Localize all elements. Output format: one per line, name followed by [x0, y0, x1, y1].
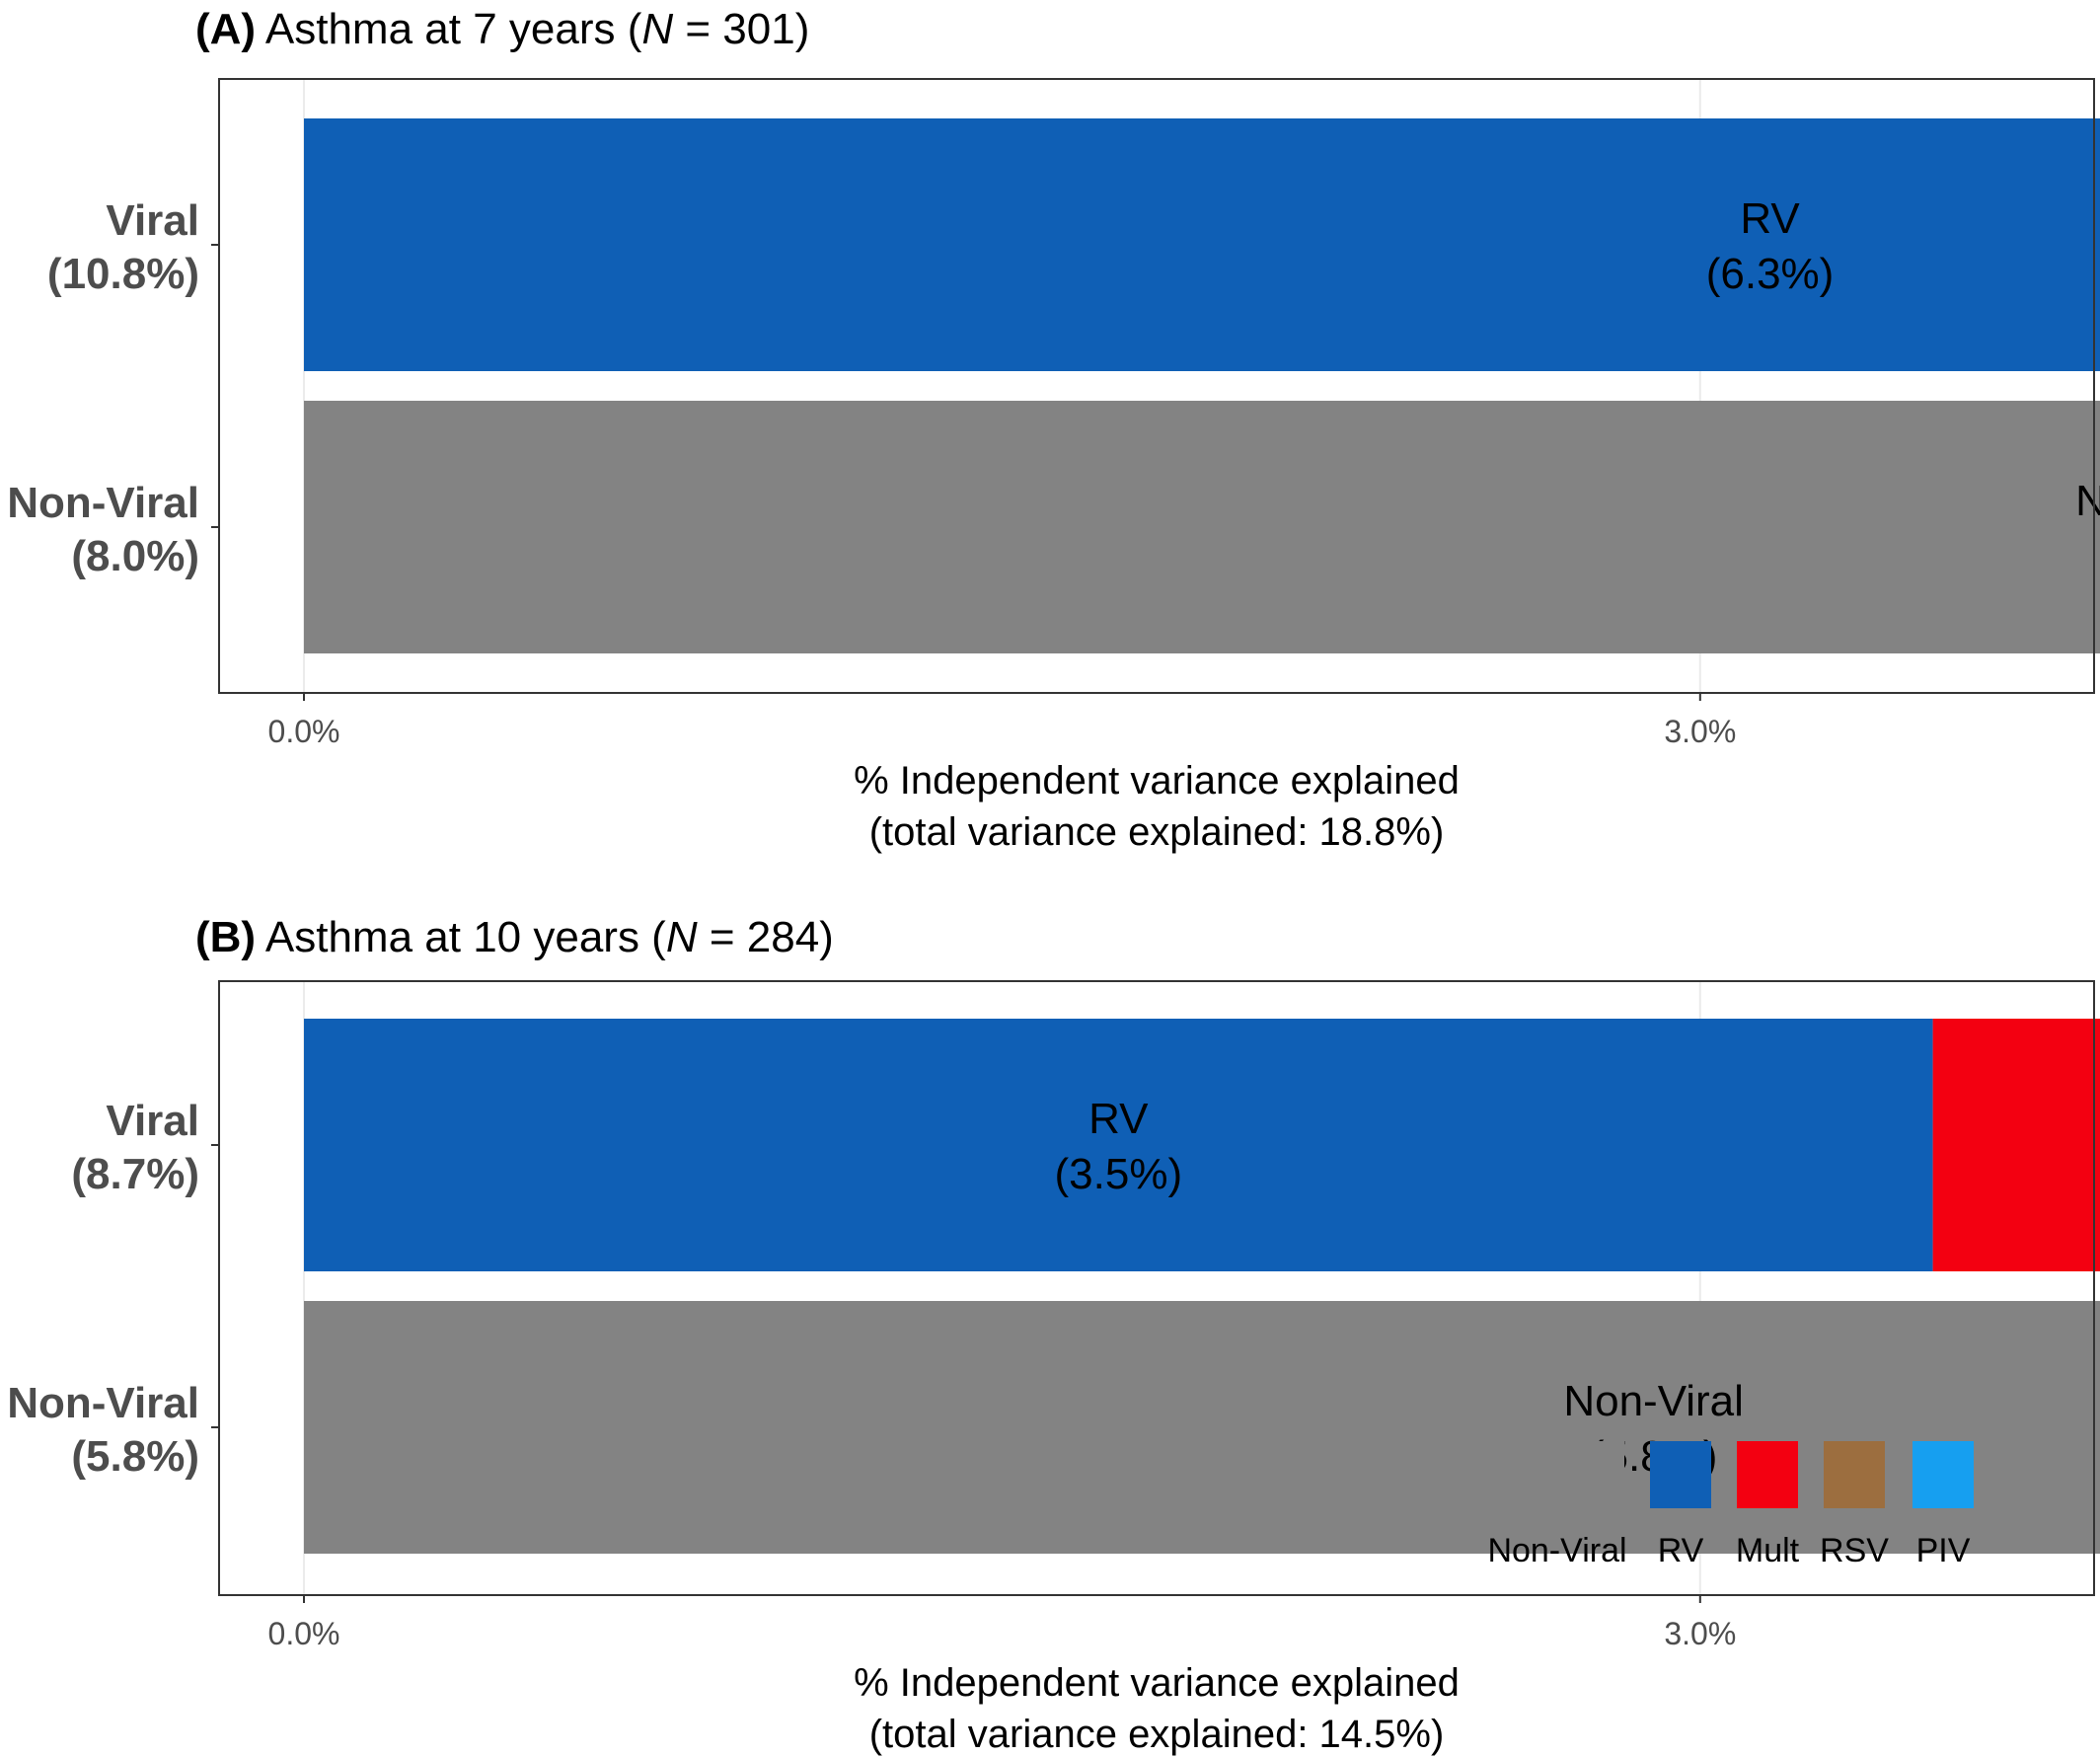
- x-axis-title: % Independent variance explained: [854, 1661, 1460, 1705]
- legend-swatch-piv: [1912, 1441, 1974, 1508]
- title-space: [256, 913, 265, 961]
- panel-label: (A): [195, 5, 256, 53]
- x-tick-label: 0.0%: [268, 1616, 340, 1651]
- title-main: Asthma at 7 years (: [265, 5, 642, 53]
- title-n: N: [666, 913, 698, 961]
- x-axis-title: % Independent variance explained: [854, 759, 1460, 802]
- bar-label: Non-Viral: [2075, 477, 2100, 525]
- panel-title: (A) Asthma at 7 years (N = 301): [195, 5, 809, 53]
- bar-value-label: (6.3%): [1706, 250, 1835, 298]
- x-tick-label: 3.0%: [1664, 1616, 1736, 1651]
- legend-label: RSV: [1820, 1532, 1889, 1569]
- legend-label: RV: [1658, 1532, 1704, 1569]
- legend-label: Mult: [1736, 1532, 1800, 1569]
- bar-label: RV: [1740, 194, 1800, 243]
- bar-rv-viral: [304, 118, 2100, 371]
- panel-label: (B): [195, 913, 256, 961]
- title-tail: = 284): [698, 913, 834, 961]
- title-n: N: [641, 5, 673, 53]
- y-tick-label: Viral: [106, 196, 199, 245]
- legend-label: Non-Viral: [1487, 1532, 1626, 1569]
- bar-non-viral-non-viral: [304, 1301, 2100, 1554]
- title-space: [256, 5, 265, 53]
- legend-label: PIV: [1916, 1532, 1971, 1569]
- panel-b: (B) Asthma at 10 years (N = 284) RV (3.5%)…: [7, 913, 2100, 1756]
- y-tick-value: (8.0%): [71, 532, 199, 580]
- y-tick-value: (5.8%): [71, 1432, 199, 1481]
- bar-mult-viral: [1932, 1019, 2100, 1271]
- panel-a: (A) Asthma at 7 years (N = 301)RV(6.3%)M…: [7, 5, 2100, 854]
- title-main: Asthma at 10 years (: [265, 913, 666, 961]
- legend: Non-Viral RV Mult RSV PIV: [1487, 1441, 1974, 1569]
- y-tick-value: (10.8%): [47, 250, 199, 298]
- legend-swatch-rv: [1650, 1441, 1711, 1508]
- bar-label: RV: [1088, 1095, 1149, 1143]
- x-tick-label: 3.0%: [1664, 714, 1736, 749]
- panel-border: [218, 980, 2095, 1596]
- x-tick-label: 0.0%: [268, 714, 340, 749]
- panel-title: (B) Asthma at 10 years (N = 284): [195, 913, 834, 961]
- bar-rv-viral: [304, 1019, 1933, 1271]
- title-tail: = 301): [673, 5, 809, 53]
- x-axis-subtitle: (total variance explained: 14.5%): [869, 1713, 1445, 1756]
- bar-value-label: (3.5%): [1055, 1150, 1183, 1198]
- legend-swatch-non-viral: [1490, 1441, 1624, 1508]
- bar-non-viral-non-viral: [304, 401, 2100, 653]
- panel-border: [218, 78, 2095, 694]
- legend-swatch-mult: [1737, 1441, 1798, 1508]
- y-tick-label: Non-Viral: [7, 479, 199, 527]
- y-tick-label: Non-Viral: [7, 1379, 199, 1427]
- x-axis-subtitle: (total variance explained: 18.8%): [869, 810, 1445, 854]
- legend-swatch-rsv: [1824, 1441, 1885, 1508]
- bar-label: Non-Viral: [1563, 1377, 1744, 1425]
- y-tick-label: Viral: [106, 1097, 199, 1145]
- y-tick-value: (8.7%): [71, 1150, 199, 1198]
